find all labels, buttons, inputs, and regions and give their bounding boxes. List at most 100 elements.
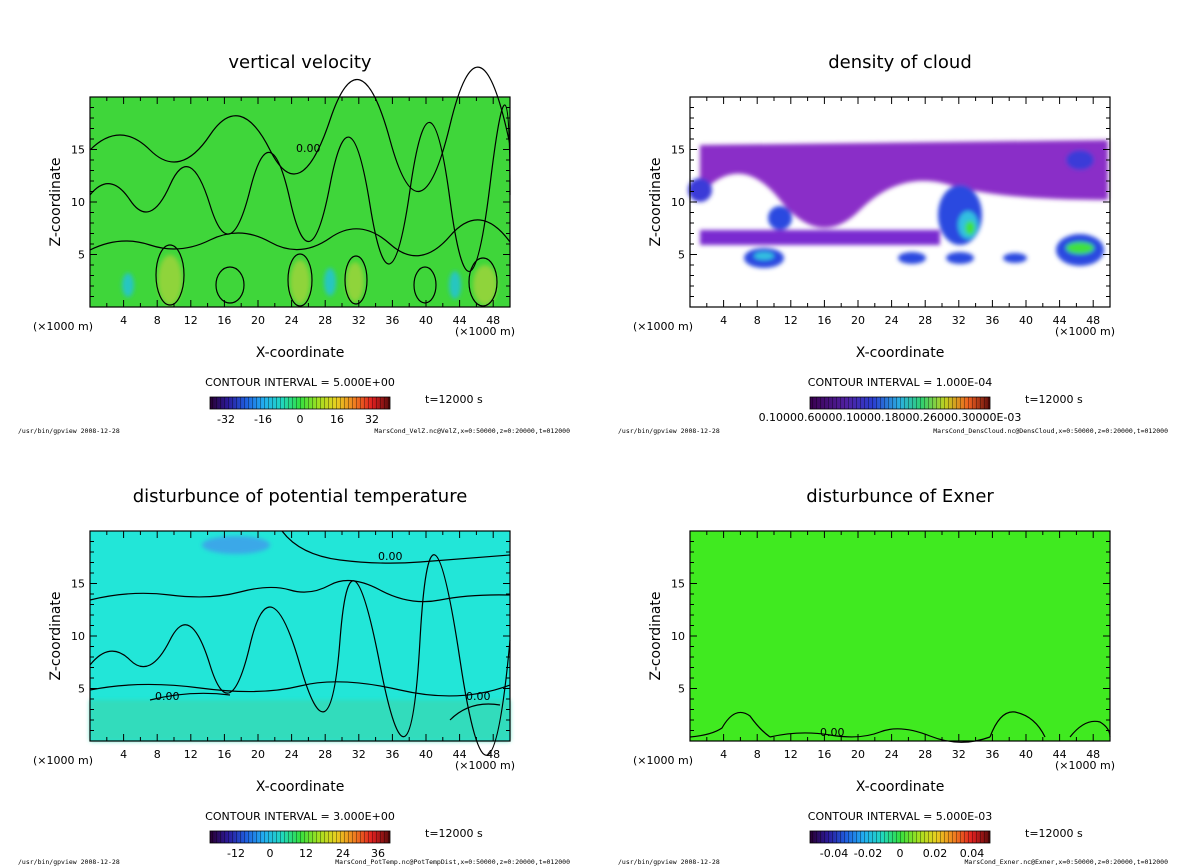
x-tick-label: 12 [784, 314, 798, 327]
y-tick-label: 10 [71, 630, 85, 643]
contour-interval: CONTOUR INTERVAL = 3.000E+00 [205, 810, 395, 823]
y-tick-label: 5 [78, 249, 85, 262]
x-tick-label: 20 [251, 748, 265, 761]
contour-label: 0.00 [378, 550, 403, 563]
x-tick-label: 32 [952, 748, 966, 761]
colorbar-label: 0.10000.60000.10000.18000.26000.30000E-0… [759, 411, 1022, 424]
chart-title: disturbunce of potential temperature [133, 486, 468, 507]
x-tick-label: 16 [817, 314, 831, 327]
contour-label: 0.00 [466, 690, 491, 703]
x-tick-label: 40 [1019, 314, 1033, 327]
panel-vertical-velocity: vertical velocity [18, 52, 570, 435]
y-tick-label: 5 [678, 683, 685, 696]
contour-interval: CONTOUR INTERVAL = 5.000E-03 [808, 810, 992, 823]
y-tick-label: 10 [671, 196, 685, 209]
y-tick-label: 15 [671, 578, 685, 591]
x-tick-label: 20 [851, 314, 865, 327]
colorbar-tick: -0.04 [820, 847, 848, 860]
x-tick-label: 24 [885, 314, 899, 327]
x-unit-left: (×1000 m) [33, 754, 93, 767]
cloud-regions [688, 140, 1108, 268]
x-tick-label: 4 [720, 748, 727, 761]
x-unit-right: (×1000 m) [455, 759, 515, 772]
y-tick-label: 15 [71, 144, 85, 157]
x-tick-label: 4 [120, 314, 127, 327]
footer-left: /usr/bin/gpview 2008-12-28 [618, 427, 720, 435]
y-tick-label: 15 [671, 144, 685, 157]
x-tick-label: 8 [754, 314, 761, 327]
panel-potential-temperature: disturbunce of potential temperature 0.0… [18, 486, 570, 866]
colorbar: -0.04 -0.02 0 0.02 0.04 [809, 830, 991, 860]
colorbar-tick: 16 [330, 413, 344, 426]
colorbar-tick: -0.02 [854, 847, 882, 860]
x-unit-left: (×1000 m) [33, 320, 93, 333]
x-tick-label: 12 [184, 748, 198, 761]
y-tick-label: 10 [671, 630, 685, 643]
x-tick-label: 36 [985, 748, 999, 761]
x-tick-label: 8 [154, 314, 161, 327]
colorbar-tick: 12 [299, 847, 313, 860]
chart-title: density of cloud [828, 52, 972, 73]
x-tick-label: 8 [154, 748, 161, 761]
contour-lines [89, 66, 511, 307]
x-tick-label: 16 [217, 748, 231, 761]
colorbar-tick: 0.04 [960, 847, 985, 860]
footer-right: MarsCond_VelZ.nc@VelZ,x=0:50000,z=0:2000… [374, 427, 570, 435]
y-axis-label: Z-coordinate [48, 591, 64, 680]
y-axis-label: Z-coordinate [648, 591, 664, 680]
x-tick-label: 40 [419, 314, 433, 327]
footer-right: MarsCond_Exner.nc@Exner,x=0:50000,z=0:20… [965, 858, 1169, 866]
x-tick-label: 12 [184, 314, 198, 327]
temperature-field-features [90, 536, 510, 741]
x-tick-label: 24 [285, 314, 299, 327]
colorbar-tick: 0.02 [923, 847, 948, 860]
x-tick-label: 28 [318, 748, 332, 761]
y-axis-label: Z-coordinate [648, 157, 664, 246]
x-tick-label: 8 [754, 748, 761, 761]
x-axis-label: X-coordinate [256, 779, 345, 795]
time-label: t=12000 s [425, 827, 483, 840]
y-axis-label: Z-coordinate [48, 157, 64, 246]
x-unit-right: (×1000 m) [455, 325, 515, 338]
contour-interval: CONTOUR INTERVAL = 1.000E-04 [808, 376, 992, 389]
colorbar-tick: 36 [371, 847, 385, 860]
x-tick-label: 20 [851, 748, 865, 761]
x-tick-label: 16 [217, 314, 231, 327]
x-tick-label: 36 [985, 314, 999, 327]
colorbar-tick: -12 [227, 847, 245, 860]
x-tick-label: 32 [352, 748, 366, 761]
x-tick-label: 16 [817, 748, 831, 761]
x-unit-right: (×1000 m) [1055, 325, 1115, 338]
x-tick-label: 48 [486, 314, 500, 327]
colorbar-tick: -16 [254, 413, 272, 426]
y-tick-label: 10 [71, 196, 85, 209]
panel-density-of-cloud: density of cloud 4 8 12 16 20 2 [618, 52, 1168, 435]
colorbar-tick: 0 [897, 847, 904, 860]
colorbar: -32 -16 0 16 32 [209, 396, 391, 426]
footer-left: /usr/bin/gpview 2008-12-28 [618, 858, 720, 866]
y-tick-label: 5 [78, 683, 85, 696]
x-unit-right: (×1000 m) [1055, 759, 1115, 772]
colorbar-tick: 0 [297, 413, 304, 426]
x-axis-label: X-coordinate [856, 345, 945, 361]
x-tick-label: 48 [1086, 748, 1100, 761]
x-tick-label: 48 [1086, 314, 1100, 327]
x-unit-left: (×1000 m) [633, 320, 693, 333]
contour-lines [89, 530, 511, 756]
colorbar: -12 0 12 24 36 [209, 830, 391, 860]
x-tick-label: 20 [251, 314, 265, 327]
x-tick-label: 36 [385, 748, 399, 761]
x-axis-label: X-coordinate [256, 345, 345, 361]
x-tick-label: 44 [1053, 748, 1067, 761]
x-tick-label: 28 [318, 314, 332, 327]
colorbar-tick: 0 [267, 847, 274, 860]
time-label: t=12000 s [1025, 393, 1083, 406]
contour-interval: CONTOUR INTERVAL = 5.000E+00 [205, 376, 395, 389]
x-tick-label: 28 [918, 748, 932, 761]
colorbar-tick: 24 [336, 847, 350, 860]
x-tick-label: 36 [385, 314, 399, 327]
